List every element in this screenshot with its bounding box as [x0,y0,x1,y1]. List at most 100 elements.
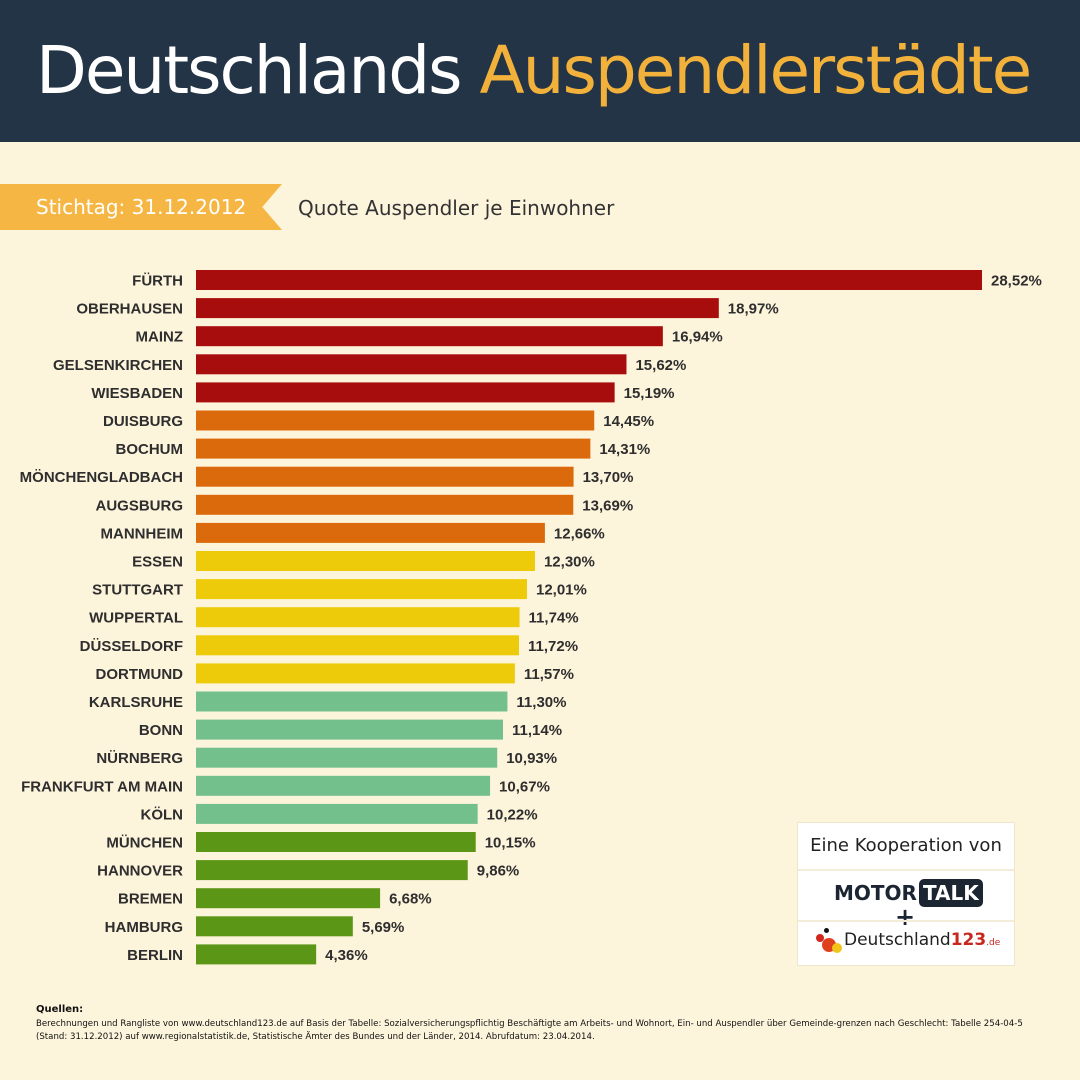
d123-name: Deutschland [844,930,951,950]
deutschland123-text: Deutschland123.de [844,930,1000,950]
category-label-augsburg: AUGSBURG [95,497,183,514]
bar-chart: FÜRTH 28,52% OBERHAUSEN 18,97% MAINZ 16,94% GE… [20,270,1042,965]
bar-dortmund [196,663,515,684]
bar-nurnberg [196,747,498,768]
value-label-nurnberg: 10,93% [506,750,557,767]
category-label-wuppertal: WUPPERTAL [89,610,183,627]
value-label-gelsenkirchen: 15,62% [635,357,686,374]
title-accent: Auspendlerstädte [479,32,1033,109]
category-label-mainz: MAINZ [136,329,184,346]
category-label-frankfurt-am-main: FRANKFURT AM MAIN [21,778,183,795]
dot-yellow [832,943,842,953]
category-label-furth: FÜRTH [132,273,183,290]
flag-dots-icon [815,928,842,954]
category-label-berlin: BERLIN [127,947,183,964]
bar-hannover [196,860,468,881]
divider [798,869,1014,871]
category-label-mannheim: MANNHEIM [101,525,184,542]
page-title: Deutschlands Auspendlerstädte [36,26,1033,116]
date-ribbon: Stichtag: 31.12.2012 [0,184,282,230]
category-label-hannover: HANNOVER [97,863,183,880]
value-label-bochum: 14,31% [599,441,650,458]
bar-munchen [196,832,476,852]
value-label-wuppertal: 11,74% [529,610,579,627]
category-label-bonn: BONN [139,722,183,739]
bar-bochum [196,438,591,459]
title-main: Deutschlands [36,32,463,109]
sources: Quellen: Berechnungen und Rangliste von … [36,1004,1046,1044]
value-label-duisburg: 14,45% [603,413,654,430]
value-label-munchen: 10,15% [485,835,536,852]
bar-koln [196,803,478,824]
value-label-dortmund: 11,57% [524,666,574,683]
value-label-hannover: 9,86% [477,863,520,880]
category-label-bochum: BOCHUM [116,441,184,458]
value-label-mainz: 16,94% [672,329,723,346]
value-label-hamburg: 5,69% [362,919,405,936]
value-label-koln: 10,22% [487,806,538,823]
bar-bonn [196,719,504,740]
category-label-hamburg: HAMBURG [105,919,183,936]
dot-black [824,928,829,933]
chart-subtitle: Quote Auspendler je Einwohner [298,196,615,220]
bar-duisburg [196,410,595,431]
value-label-berlin: 4,36% [325,947,368,964]
category-label-duisburg: DUISBURG [103,413,183,430]
value-label-essen: 12,30% [544,554,595,571]
category-label-dusseldorf: DÜSSELDORF [80,638,183,655]
value-label-karlsruhe: 11,30% [516,694,566,711]
bar-mannheim [196,522,545,543]
bar-wuppertal [196,607,520,628]
category-label-koln: KÖLN [141,806,184,823]
motortalk-logo-motor: MOTOR [834,881,917,905]
d123-tld: .de [986,938,1001,948]
bar-frankfurt-am-main [196,775,491,796]
value-label-furth: 28,52% [991,273,1042,290]
category-label-gelsenkirchen: GELSENKIRCHEN [53,357,183,374]
category-label-stuttgart: STUTTGART [92,582,183,599]
bar-wiesbaden [196,382,615,403]
value-label-frankfurt-am-main: 10,67% [499,778,550,795]
category-label-bremen: BREMEN [118,891,183,908]
bar-dusseldorf [196,635,519,656]
bar-furth [196,270,982,290]
date-label: Stichtag: 31.12.2012 [36,195,247,219]
category-label-nurnberg: NÜRNBERG [96,750,183,767]
cooperation-title: Eine Kooperation von [810,835,1002,856]
plus-icon: + [895,903,916,931]
value-label-bonn: 11,14% [512,722,562,739]
value-label-monchengladbach: 13,70% [583,469,634,486]
bar-bremen [196,888,381,909]
value-label-stuttgart: 12,01% [536,582,587,599]
value-label-augsburg: 13,69% [582,497,633,514]
sources-heading: Quellen: [36,1004,84,1015]
cooperation-box: Eine Kooperation von MOTOR TALK + Deutsch… [798,823,1014,965]
divider [798,920,1014,922]
category-label-munchen: MÜNCHEN [106,835,183,852]
motortalk-logo-talk: TALK [918,879,983,907]
value-label-oberhausen: 18,97% [728,301,779,318]
header-banner: Deutschlands Auspendlerstädte [0,0,1080,142]
d123-num: 123 [950,930,987,950]
category-label-oberhausen: OBERHAUSEN [76,301,183,318]
category-label-monchengladbach: MÖNCHENGLADBACH [20,469,183,486]
category-label-wiesbaden: WIESBADEN [91,385,183,402]
value-label-dusseldorf: 11,72% [528,638,578,655]
bar-stuttgart [196,579,527,600]
bar-essen [196,551,535,571]
category-label-dortmund: DORTMUND [96,666,184,683]
bar-monchengladbach [196,466,574,487]
bar-hamburg [196,916,353,937]
bar-oberhausen [196,298,719,319]
category-label-karlsruhe: KARLSRUHE [89,694,183,711]
bar-gelsenkirchen [196,354,627,375]
bar-augsburg [196,494,574,515]
bar-berlin [196,944,317,965]
bar-karlsruhe [196,691,508,712]
motortalk-logo: MOTOR TALK [834,879,983,907]
value-label-mannheim: 12,66% [554,525,605,542]
sources-text: Berechnungen und Rangliste von www.deuts… [36,1019,1023,1042]
value-label-bremen: 6,68% [389,891,432,908]
deutschland123-logo: Deutschland123.de [815,926,1005,956]
bar-mainz [196,326,663,347]
